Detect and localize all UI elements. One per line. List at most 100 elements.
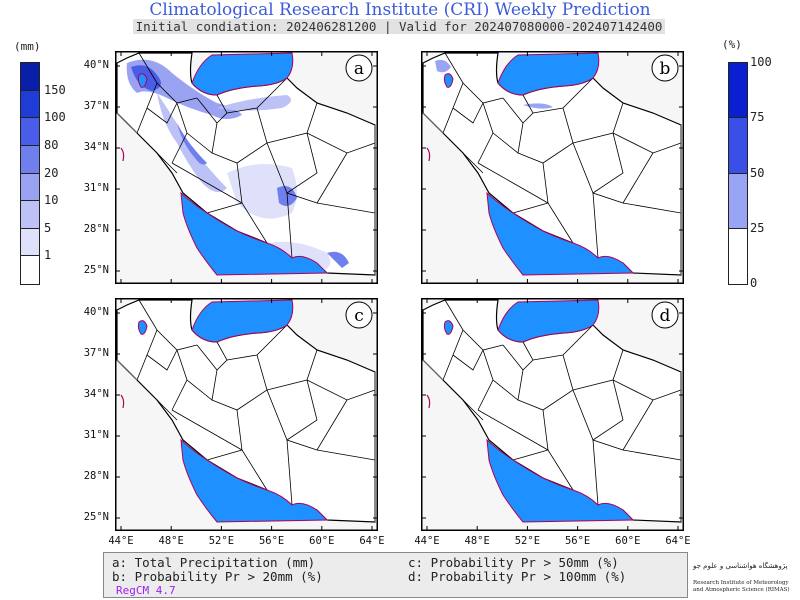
legend-c: c: Probability Pr > 50mm (%) [408,555,619,570]
colorbar-segment [21,63,39,91]
colorbar-tick-label: 75 [750,110,765,125]
province-border [266,142,348,204]
lat-label: 40°N [83,306,109,318]
lat-label: 40°N [83,59,109,71]
colorbar-segment [21,90,39,119]
colorbar-segment [729,173,747,229]
caspian-sea [191,299,294,343]
province-border [186,97,218,154]
lon-label: 60°E [615,535,641,547]
country-border [116,112,376,275]
lon-label: 64°E [665,535,691,547]
lon-label: 44°E [414,535,440,547]
colorbar-tick-label: 10 [44,193,59,208]
colorbar-segment [21,118,39,146]
lon-label: 52°E [514,535,541,547]
panel-frame [421,298,684,531]
lat-label: 34°N [83,388,109,400]
coastline [120,147,125,162]
lake-urmia [137,320,148,335]
colorbar-tick-label: 100 [750,55,772,69]
province-border [492,97,524,154]
probability-contour [435,59,451,73]
province-border [286,192,293,259]
province-border [512,202,549,214]
province-border [512,449,549,461]
lon-label: 60°E [309,535,335,547]
colorbar-segment [729,228,747,284]
province-border [592,132,624,194]
province-border [146,102,178,124]
province-border [444,299,504,351]
lat-label: 25°N [83,511,109,523]
precip-contour [217,95,291,111]
colorbar-right [728,62,748,285]
province-border [146,349,178,371]
lon-label: 56°E [258,535,285,547]
colorbar-tick-label: 1 [44,248,52,263]
lake-urmia [443,73,454,88]
province-border [171,409,243,451]
panel-letter-circle [651,301,679,329]
rimas-logo: پژوهشگاه هواشناسی و علوم جو Research Ins… [689,560,799,600]
precip-contour [177,123,207,165]
province-border [517,107,574,164]
colorbar-tick-label: 25 [750,220,765,235]
colorbar-left [20,62,40,285]
map-panel-d: d [421,298,684,531]
legend-b: b: Probability Pr > 20mm (%) [112,569,323,584]
province-border [622,202,682,214]
lake-urmia [443,320,454,335]
panel-letter-circle [345,301,373,329]
caspian-sea [191,52,294,96]
country-border [422,112,682,275]
precip-contour [157,93,227,192]
coastline [120,394,125,409]
province-border [477,162,549,204]
province-border [572,142,654,204]
precip-contour [227,164,297,219]
caspian-sea [497,299,600,343]
lon-label: 48°E [464,535,490,547]
panel-letter: c [354,306,364,326]
lat-label: 37°N [83,100,109,112]
province-border [211,107,268,164]
province-border [156,399,178,421]
persian-gulf [180,438,329,523]
colorbar-tick-label: 0 [750,276,758,290]
map-panel-a: a [115,51,378,284]
lake-urmia [137,73,148,88]
province-border [572,389,654,451]
legend-d: d: Probability Pr > 100mm (%) [408,569,627,584]
colorbar-segment [21,256,39,284]
province-border [211,354,268,411]
lat-label: 31°N [83,182,109,194]
province-border [286,379,318,441]
province-border [592,192,599,259]
logo-english-line1: Research Institute of Meteorology [693,580,789,586]
precip-contour [327,251,349,268]
page-title: Climatological Research Institute (CRI) … [149,0,651,20]
caspian-sea [497,52,600,96]
lon-label: 64°E [359,535,385,547]
colorbar-segment [729,118,747,174]
panel-letter-circle [345,54,373,82]
lat-label: 25°N [83,264,109,276]
legend-a: a: Total Precipitation (mm) [112,555,316,570]
province-border [266,389,348,451]
province-border [462,152,484,174]
lon-label: 44°E [108,535,134,547]
province-border [444,52,504,104]
logo-english-line2: and Atmospheric Science (RIMAS) [693,587,790,593]
persian-gulf [486,438,635,523]
province-border [452,349,484,371]
probability-contour [523,103,553,109]
legend-box: a: Total Precipitation (mm) b: Probabili… [103,552,688,598]
map-panel-c: c [115,298,378,531]
country-border [422,359,682,522]
province-border [452,102,484,124]
panel-letter: b [660,59,671,79]
province-border [517,354,574,411]
map-panel-b: b [421,51,684,284]
panel-letter: d [660,306,671,326]
